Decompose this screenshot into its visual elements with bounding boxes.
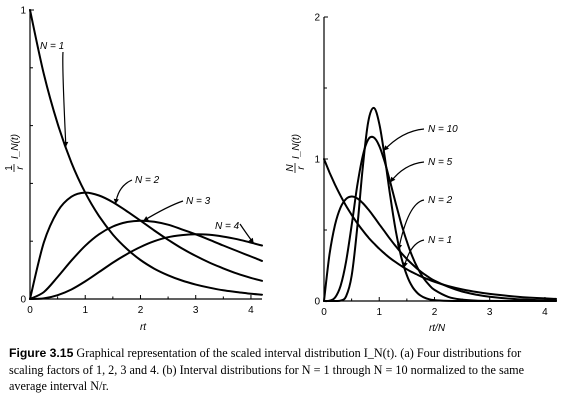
- panel-a-chart: 0 1 2 3 4 0 1 N = 1 N = 2 N = 3 N = 4 rt 1 r I_N(…: [4, 6, 263, 333]
- panel-b-y-tick-label: 0: [314, 297, 320, 308]
- panel-b-x-tick-label: 0: [321, 307, 327, 318]
- panel-a-x-tick-label: 3: [193, 305, 199, 316]
- panel-b-y-axis-label: N r I_N(t): [285, 134, 307, 173]
- panel-b-y-frac-bottom: r: [296, 166, 307, 170]
- panel-b-chart: 0 1 2 3 4 0 1 2 N = 10 N = 5 N = 2 N = 1 rt/N N r …: [285, 13, 557, 334]
- panel-b-x-tick-label: 3: [487, 307, 493, 318]
- panel-a-x-tick-label: 0: [27, 305, 33, 316]
- panel-a-series-label: N = 4: [215, 221, 240, 232]
- panel-a-series-n1-line: [29, 9, 263, 296]
- panel-b-label-arrow: [398, 199, 425, 250]
- figure-number: Figure 3.15: [9, 346, 74, 360]
- panel-a-y-tick-label: 0: [20, 295, 26, 306]
- panel-b-x-tick-label: 1: [376, 307, 382, 318]
- panel-b-series-n1-line: [323, 158, 557, 300]
- panel-b-y-label-main: I_N(t): [291, 134, 302, 159]
- panel-b-ticks: 0 1 2 3 4 0 1 2: [314, 13, 548, 319]
- panel-b-x-tick-label: 2: [432, 307, 438, 318]
- panel-a-label-arrow: [62, 51, 67, 148]
- caption-text: Graphical representation of the scaled i…: [9, 346, 525, 393]
- panel-a-y-axis-label: 1 r I_N(t): [4, 134, 26, 172]
- panel-a-x-tick-label: 1: [82, 305, 88, 316]
- panel-b-label-arrow: [389, 161, 425, 183]
- panel-b-label-arrow: [383, 128, 425, 152]
- panel-a-label-arrowhead: [248, 237, 254, 244]
- panel-b-label-arrowhead: [402, 262, 408, 268]
- panel-a-x-axis-label: rt: [140, 322, 147, 333]
- panel-a-y-frac-top: 1: [4, 165, 15, 171]
- panel-b-series-label: N = 1: [428, 235, 452, 246]
- panel-a-series-n4-line: [29, 233, 263, 300]
- panel-b-label-arrowhead: [397, 244, 403, 250]
- panel-b-series-label: N = 10: [428, 124, 458, 135]
- panel-b-series-n5-line: [323, 135, 557, 303]
- panel-b-label-arrowhead: [383, 145, 389, 151]
- figure-caption: Figure 3.15 Graphical representation of …: [9, 345, 557, 395]
- panel-b-series-label: N = 2: [428, 195, 453, 206]
- panel-b-y-tick-label: 2: [314, 13, 320, 24]
- panel-b-series-n2-line: [323, 195, 557, 302]
- panel-a-label-arrowhead: [113, 198, 119, 204]
- panel-a-y-frac-bottom: r: [15, 166, 26, 170]
- panel-b-x-tick-label: 4: [542, 307, 548, 318]
- panel-a-series-n3-line: [29, 219, 263, 300]
- panel-a-label-arrow: [142, 200, 184, 222]
- panel-a-ticks: 0 1 2 3 4 0 1: [20, 6, 254, 317]
- panel-a-label-arrowhead: [63, 141, 69, 147]
- panel-b-series-labels: N = 10 N = 5 N = 2 N = 1: [383, 124, 458, 268]
- panel-a-series-label: N = 3: [186, 196, 211, 207]
- panel-b-x-axis-label: rt/N: [429, 323, 446, 334]
- panel-a-x-tick-label: 2: [138, 305, 144, 316]
- panel-b-y-tick-label: 1: [314, 155, 320, 166]
- panel-a-curves: [29, 9, 263, 300]
- panel-a-series-label: N = 2: [135, 175, 160, 186]
- panel-a-series-n2-line: [29, 191, 263, 300]
- panel-b-y-frac-top: N: [285, 164, 296, 172]
- panel-a-series-label: N = 1: [40, 41, 64, 52]
- panel-a-y-tick-label: 1: [20, 6, 26, 17]
- panel-a-label-arrowhead: [143, 216, 149, 221]
- panel-a-y-label-main: I_N(t): [10, 134, 21, 159]
- panel-b-label-arrowhead: [390, 176, 396, 183]
- panel-a-x-tick-label: 4: [248, 305, 254, 316]
- panel-b-series-label: N = 5: [428, 157, 453, 168]
- panel-a-series-labels: N = 1 N = 2 N = 3 N = 4: [40, 41, 255, 244]
